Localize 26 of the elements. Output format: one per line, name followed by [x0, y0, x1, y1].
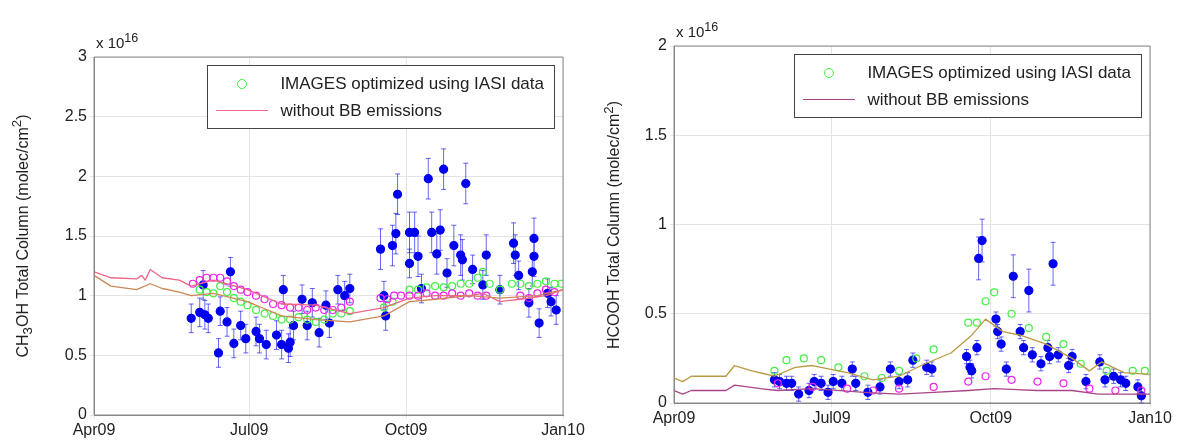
- legend-label: IMAGES optimized using IASI data: [867, 62, 1131, 83]
- legend-label: IMAGES optimized using IASI data: [280, 73, 544, 94]
- x-tick-label: Jul09: [812, 409, 851, 427]
- x-tick-label: Jul09: [230, 421, 269, 439]
- y-tick-label: 1: [658, 214, 668, 232]
- x-tick-label: Jan10: [541, 421, 585, 439]
- legend-label: without BB emissions: [867, 89, 1029, 110]
- text: x 10$^{16}$: [676, 20, 719, 40]
- x-tick-label: Apr09: [72, 421, 116, 439]
- y-tick-label: 1.5: [64, 226, 88, 244]
- y-tick-label: 0: [658, 393, 668, 411]
- y-tick-label: 3: [78, 47, 88, 65]
- y-tick-label: 0: [78, 405, 88, 423]
- y-tick-label: 1: [78, 286, 88, 304]
- text: x 10$^{16}$: [96, 31, 139, 51]
- x-tick-label: Oct09: [969, 409, 1013, 427]
- x-tick-label: Jan10: [1128, 409, 1172, 427]
- y-tick-label: 2.5: [64, 107, 88, 125]
- y-tick-label: 2: [78, 166, 88, 184]
- y-tick-label: 1.5: [644, 125, 668, 143]
- x-tick-label: Oct09: [384, 421, 428, 439]
- y-tick-label: 2: [658, 36, 668, 54]
- y-tick-label: 0.5: [64, 345, 88, 363]
- y-tick-label: 0.5: [644, 304, 668, 322]
- legend-label: without BB emissions: [280, 100, 442, 121]
- x-tick-label: Apr09: [652, 409, 696, 427]
